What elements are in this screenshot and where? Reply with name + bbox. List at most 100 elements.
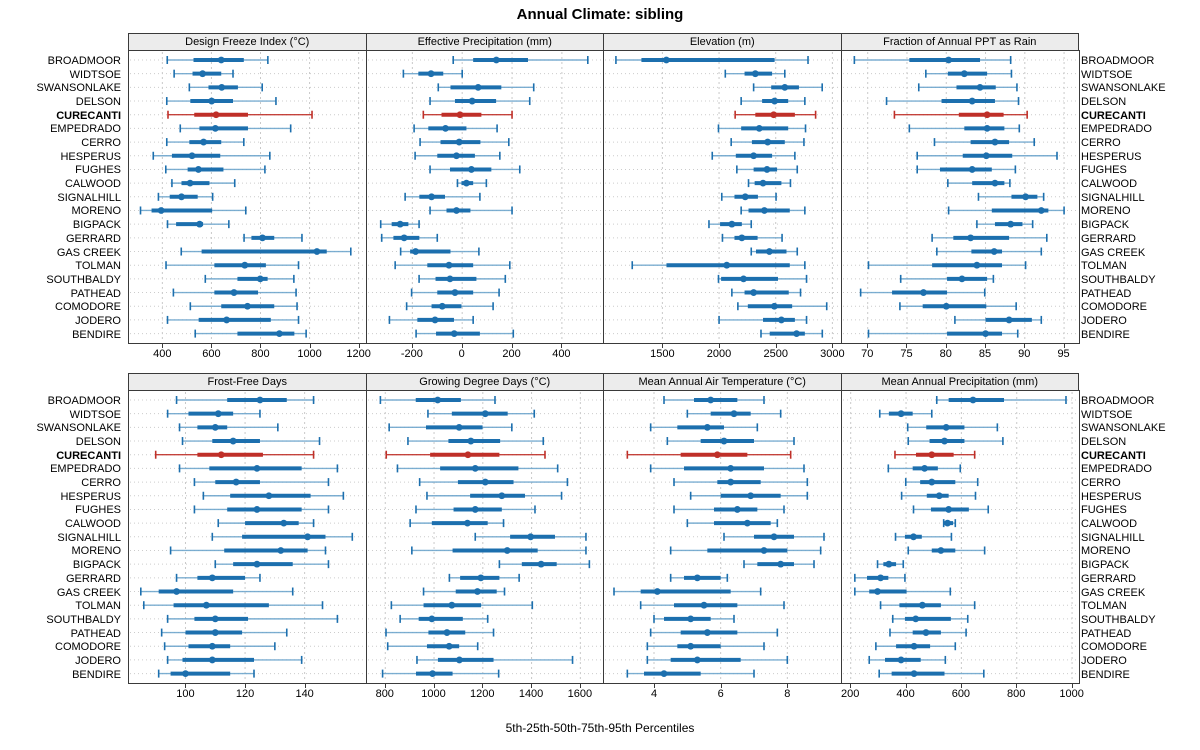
percentile-row	[912, 505, 989, 514]
site-label-left: EMPEDRADO	[50, 463, 121, 476]
percentile-row	[167, 110, 313, 119]
median-dot	[443, 629, 450, 636]
site-label-left: BENDIRE	[72, 668, 121, 681]
percentile-row	[885, 97, 1019, 106]
median-dot	[940, 437, 948, 445]
median-dot	[503, 547, 511, 554]
median-dot	[433, 396, 441, 404]
median-dot	[771, 97, 778, 105]
percentile-row	[626, 669, 755, 678]
percentile-row	[736, 165, 799, 174]
panel-title: Effective Precipitation (mm)	[365, 33, 604, 51]
percentile-row	[142, 601, 324, 610]
percentile-row	[908, 124, 1020, 133]
median-dot	[983, 111, 990, 119]
percentile-row	[649, 423, 759, 432]
x-tick-label: 1400	[518, 688, 544, 700]
percentile-row	[906, 546, 985, 555]
x-axis: 200 400 600 800 1000	[841, 684, 1084, 704]
x-tick-mark	[832, 344, 834, 348]
percentile-row	[673, 478, 809, 487]
median-dot	[157, 207, 165, 214]
median-dot	[687, 642, 695, 650]
percentile-row	[689, 491, 809, 500]
percentile-row	[386, 642, 478, 651]
x-axis: 1500 2000 2500 3000	[603, 344, 845, 364]
percentile-row	[140, 587, 294, 596]
median-dot	[944, 506, 952, 513]
percentile-row	[380, 233, 438, 242]
percentile-row	[166, 655, 303, 664]
median-dot	[976, 83, 983, 91]
median-dot	[211, 615, 219, 623]
median-dot	[927, 478, 935, 486]
median-dot	[196, 220, 204, 228]
site-label-left: CERRO	[81, 137, 121, 150]
site-label-left: SIGNALHILL	[57, 531, 121, 544]
median-dot	[759, 179, 767, 187]
percentile-row	[412, 124, 498, 133]
percentile-row	[139, 206, 247, 215]
x-tick-mark	[720, 684, 722, 688]
site-label-left: SIGNALHILL	[57, 191, 121, 204]
x-axis: 100 120 140	[128, 684, 366, 704]
percentile-row	[422, 110, 513, 119]
median-dot	[873, 588, 881, 595]
median-dot	[703, 629, 711, 636]
percentile-row	[166, 614, 339, 623]
median-dot	[452, 207, 460, 214]
median-dot	[687, 615, 695, 623]
x-tick-mark	[985, 344, 987, 348]
x-tick-mark	[561, 344, 563, 348]
percentile-row	[734, 110, 817, 119]
page-title: Annual Climate: sibling	[516, 6, 684, 23]
x-tick-label: 6	[717, 688, 724, 700]
median-dot	[195, 166, 202, 173]
site-label-right: SWANSONLAKE	[1081, 422, 1166, 435]
site-label-left: TOLMAN	[75, 260, 121, 273]
percentile-row	[406, 437, 544, 446]
panel-title: Fraction of Annual PPT as Rain	[840, 33, 1079, 51]
percentile-row	[451, 56, 589, 64]
median-dot	[991, 138, 998, 146]
percentile-row	[157, 192, 214, 201]
percentile-row	[415, 655, 573, 664]
median-dot	[693, 656, 701, 664]
site-label-right: CURECANTI	[1081, 449, 1146, 462]
x-tick-label: 70	[861, 348, 874, 360]
percentile-row	[731, 288, 802, 297]
percentile-row	[405, 302, 494, 311]
x-tick-mark	[1016, 684, 1018, 688]
site-label-right: CALWOOD	[1081, 518, 1138, 531]
panel-plot	[840, 390, 1080, 684]
median-dot	[455, 423, 463, 431]
median-dot	[211, 125, 219, 132]
median-dot	[968, 97, 976, 105]
median-dot	[738, 234, 746, 242]
median-dot	[464, 451, 471, 459]
site-label-right: MORENO	[1081, 205, 1131, 218]
percentile-row	[157, 669, 255, 678]
panel-title: Design Freeze Index (°C)	[128, 33, 367, 51]
percentile-row	[853, 573, 906, 582]
x-tick-mark	[511, 344, 513, 348]
percentile-row	[175, 573, 261, 582]
x-axis: 800 1000 1200 1400 1600	[366, 684, 604, 704]
x-tick-mark	[531, 684, 533, 688]
x-tick-label: 75	[900, 348, 913, 360]
percentile-row	[915, 151, 1058, 160]
site-label-right: CERRO	[1081, 137, 1121, 150]
percentile-row	[653, 614, 735, 623]
percentile-row	[418, 478, 568, 487]
median-dot	[400, 234, 408, 242]
x-tick-label: 120	[235, 688, 255, 700]
percentile-row	[740, 206, 806, 215]
median-dot	[700, 601, 708, 609]
median-dot	[304, 533, 312, 541]
site-label-left: SWANSONLAKE	[36, 422, 121, 435]
median-dot	[884, 560, 892, 568]
median-dot	[1005, 316, 1012, 324]
median-dot	[208, 97, 216, 105]
median-dot	[897, 656, 904, 664]
median-dot	[755, 125, 763, 132]
